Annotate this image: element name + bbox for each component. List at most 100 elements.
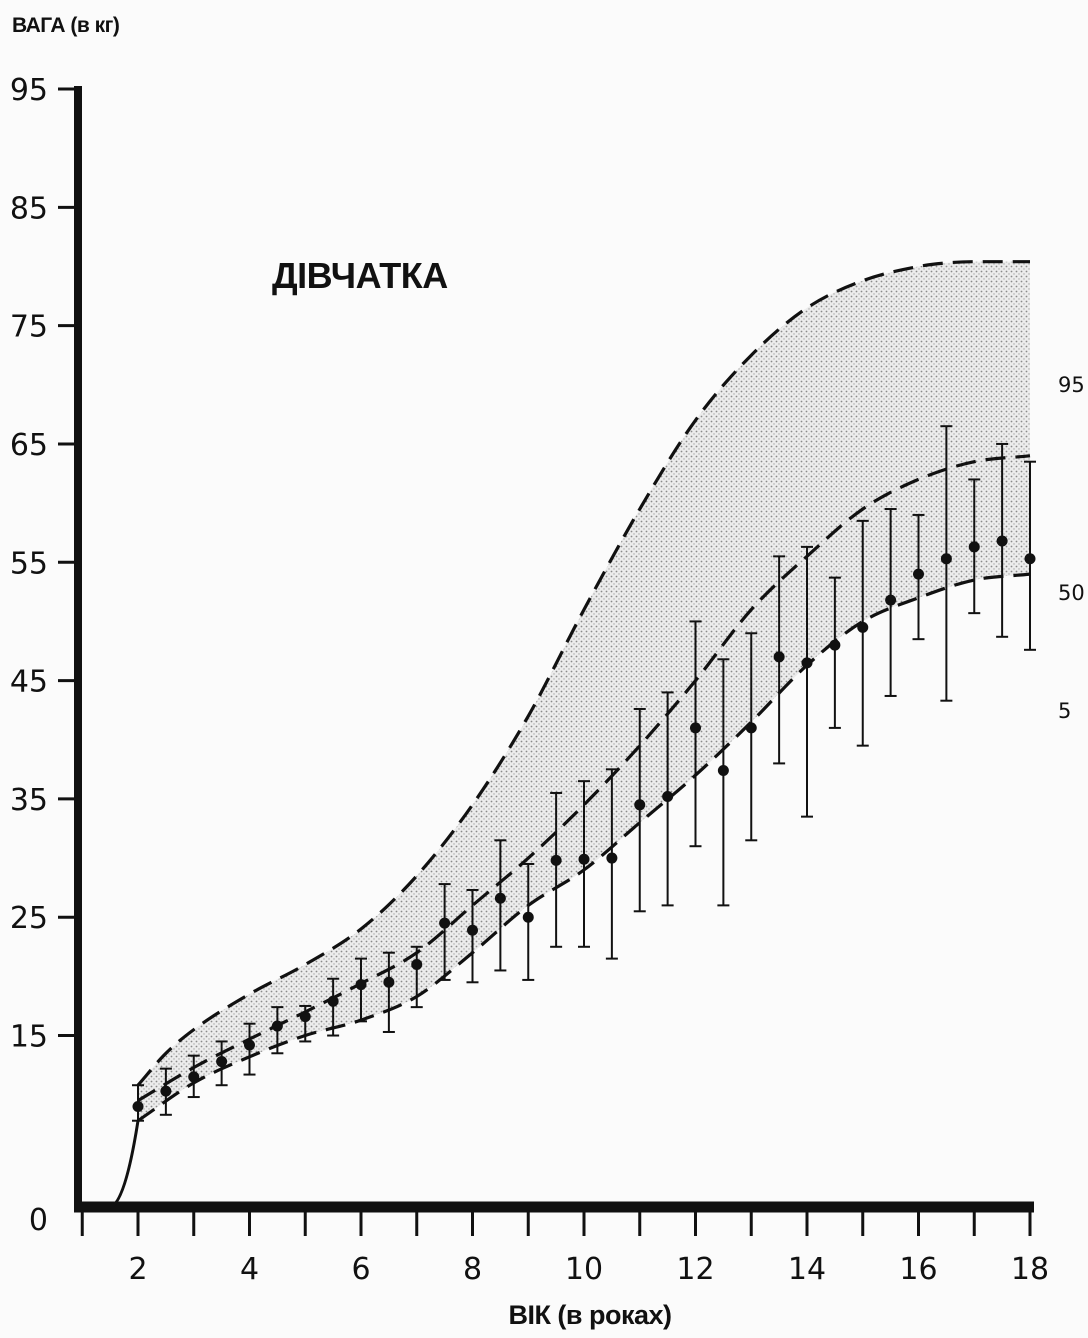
mean-point (717, 764, 729, 776)
x-tick-label-2: 2 (128, 1252, 147, 1287)
mean-point (244, 1039, 255, 1051)
mean-point (578, 853, 590, 865)
mean-point (188, 1071, 200, 1083)
mean-point (216, 1056, 228, 1068)
mean-point (439, 917, 451, 929)
x-tick-label-18: 18 (1011, 1252, 1049, 1287)
observation-7.5 (438, 883, 451, 981)
percentile-label-95: 95 (1058, 373, 1085, 397)
observation-8.5 (494, 839, 507, 972)
observation-14.5 (828, 576, 841, 729)
origin-connector (78, 1120, 140, 1209)
x-tick-label-4: 4 (240, 1252, 259, 1287)
x-axis-label: ВІК (в роках) (508, 1300, 672, 1330)
observation-18 (1024, 460, 1036, 651)
observation-2 (132, 1084, 144, 1122)
percentile-band-layer (138, 261, 1030, 1121)
mean-point (383, 976, 395, 988)
mean-point (801, 657, 813, 669)
x-tick-label-8: 8 (463, 1252, 482, 1287)
mean-point (913, 568, 924, 580)
observation-4.5 (271, 1006, 284, 1055)
observation-10 (578, 780, 590, 948)
observation-12 (689, 620, 702, 848)
x-tick-label-12: 12 (676, 1252, 714, 1287)
mean-point (885, 594, 897, 606)
labels-layer: 95 85 75 65 55 45 35 25 15 0 2 4 6 8 10 12 14 16 18 95 50 5 (10, 73, 1085, 1287)
mean-point (968, 541, 980, 553)
observation-15 (856, 519, 869, 747)
mean-point (662, 791, 674, 803)
mean-point (606, 852, 618, 864)
x-tick-label-10: 10 (565, 1252, 603, 1287)
mean-point (494, 892, 506, 904)
observation-11.5 (661, 691, 674, 907)
percentile-band-area (138, 261, 1030, 1121)
y-axis-label: ВАГА (в кг) (12, 14, 120, 37)
y-tick-label-85: 85 (10, 191, 48, 226)
mean-point (467, 924, 478, 936)
chart-title: ДІВЧАТКА (272, 255, 448, 296)
observation-2.5 (159, 1067, 172, 1116)
percentile-label-50: 50 (1058, 581, 1085, 605)
percentile-curve-95 (136, 260, 1030, 1087)
observation-6 (355, 957, 367, 1023)
observation-17 (968, 478, 981, 615)
y-tick-label-75: 75 (10, 310, 48, 345)
observation-9 (522, 862, 535, 981)
observation-7 (410, 945, 423, 1009)
observation-17.5 (996, 442, 1009, 638)
axes-layer (58, 86, 1034, 1236)
mean-point (690, 722, 701, 734)
percentile-label-5: 5 (1058, 699, 1071, 723)
observation-12.5 (717, 658, 730, 907)
observation-5 (299, 1004, 312, 1043)
mean-point (829, 639, 841, 651)
observation-11 (633, 707, 646, 913)
observation-13.5 (773, 555, 786, 765)
observation-16.5 (940, 425, 953, 702)
observation-13 (745, 632, 758, 842)
mean-point (634, 799, 646, 811)
mean-point (299, 1011, 311, 1023)
y-tick-label-65: 65 (10, 428, 48, 463)
y-tick-label-25: 25 (10, 901, 48, 936)
observation-14 (801, 545, 813, 818)
mean-point (550, 854, 562, 866)
percentile-curve-50 (137, 454, 1031, 1102)
y-tick-label-45: 45 (10, 665, 48, 700)
x-tick-label-14: 14 (788, 1252, 826, 1287)
x-tick-label-6: 6 (351, 1252, 370, 1287)
observation-10.5 (605, 768, 618, 960)
mean-point (327, 995, 339, 1007)
mean-point (745, 722, 757, 734)
mean-point (1024, 553, 1036, 565)
observation-15.5 (884, 508, 897, 697)
mean-point (355, 979, 367, 991)
mean-point (857, 621, 869, 633)
y-tick-label-15: 15 (10, 1020, 48, 1055)
observation-5.5 (327, 977, 340, 1037)
y-tick-label-35: 35 (10, 783, 48, 818)
mean-point (940, 553, 952, 565)
mean-point (411, 959, 423, 971)
observation-8 (466, 888, 479, 984)
y-tick-label-95: 95 (10, 73, 48, 108)
observation-9.5 (550, 791, 563, 948)
mean-point (996, 535, 1008, 547)
mean-point (160, 1085, 172, 1097)
observation-4 (243, 1022, 256, 1076)
y-tick-label-0: 0 (29, 1203, 48, 1238)
observation-16 (912, 513, 925, 641)
mean-point (522, 911, 534, 923)
observation-6.5 (382, 951, 395, 1033)
observation-3.5 (215, 1040, 228, 1087)
mean-point (271, 1020, 283, 1032)
y-tick-label-55: 55 (10, 546, 48, 581)
x-tick-label-16: 16 (899, 1252, 937, 1287)
mean-point (132, 1101, 144, 1113)
observations-layer (132, 425, 1036, 1122)
observation-3 (187, 1054, 200, 1099)
mean-point (773, 651, 785, 663)
